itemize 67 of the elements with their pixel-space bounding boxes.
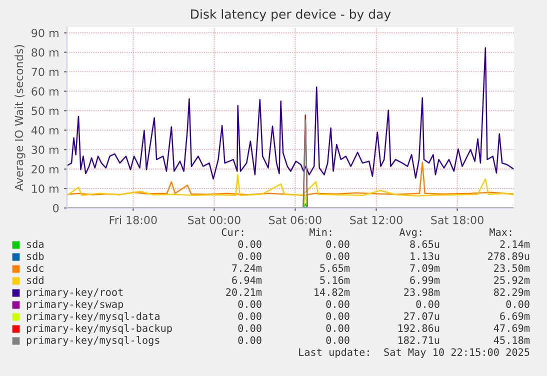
text: 0.00	[238, 300, 262, 308]
y-axis-title: Average IO Wait (seconds)	[14, 45, 26, 191]
text: 2.14m	[500, 240, 530, 248]
text: 20.21m	[226, 288, 262, 296]
y-tick-label: 40 m	[31, 126, 58, 135]
text: 6.99m	[410, 276, 440, 284]
legend-label: sdd	[27, 276, 44, 284]
x-tick-label: Sat 00:00	[188, 216, 240, 224]
legend-label: sdc	[27, 264, 44, 272]
x-tick-label: Sat 12:00	[350, 216, 402, 224]
x-tick-label: Fri 18:00	[110, 216, 157, 224]
text: 0.00	[416, 300, 440, 308]
text: 0.00	[326, 300, 350, 308]
legend-label: primary-key/mysql-data	[26, 312, 160, 322]
text: 1.13u	[410, 252, 440, 260]
text: 0.00	[506, 300, 530, 308]
legend-label: primary-key/swap	[26, 300, 124, 310]
text: 0.00	[238, 240, 262, 248]
x-tick-label: Sat 18:00	[431, 216, 484, 224]
text: 82.29m	[494, 288, 530, 296]
text: 0.00	[326, 324, 350, 332]
text: 0.00	[238, 324, 262, 332]
text: 6.94m	[232, 276, 262, 284]
text: 192.86u	[398, 324, 440, 332]
text: 27.07u	[404, 312, 440, 320]
text: 278.89u	[488, 252, 530, 260]
text: 23.50m	[494, 264, 530, 272]
chart-title: Disk latency per device - by day	[191, 9, 391, 22]
text: 8.65u	[410, 240, 440, 248]
text: 5.16m	[320, 276, 350, 284]
text: 7.24m	[232, 264, 262, 272]
x-tick-label: Sat 06:00	[269, 216, 322, 224]
y-tick-label: 0	[53, 204, 59, 212]
legend-label: primary-key/mysql-logs	[26, 336, 160, 346]
text: 0.00	[238, 252, 262, 260]
text: Max:	[490, 228, 512, 236]
text: 0.00	[326, 336, 350, 344]
text: 45.18m	[494, 336, 530, 344]
y-tick-label: 30 m	[32, 146, 58, 154]
text: 5.65m	[320, 264, 350, 272]
text: Cur:	[222, 228, 244, 236]
text: 23.98m	[404, 288, 440, 296]
y-tick-label: 70 m	[32, 68, 58, 76]
text: 0.00	[326, 252, 350, 260]
text: 182.71u	[398, 336, 440, 344]
text: 0.00	[326, 240, 350, 248]
y-tick-label: 20 m	[32, 165, 58, 174]
text: 47.69m	[494, 324, 530, 332]
text: 0.00	[326, 312, 350, 320]
y-tick-label: 80 m	[32, 48, 58, 57]
text: 0.00	[238, 336, 262, 344]
legend-label: primary-key/mysql-backup	[26, 324, 172, 334]
y-tick-label: 50 m	[32, 106, 58, 116]
text: 14.82m	[314, 288, 350, 296]
text: 7.09m	[410, 264, 440, 272]
text: Avg:	[399, 228, 422, 238]
legend-label: sdb	[27, 252, 44, 260]
text: 25.92m	[494, 276, 530, 284]
y-tick-label: 90 m	[32, 28, 58, 38]
y-tick-label: 10 m	[32, 184, 58, 193]
text: 0.00	[238, 312, 262, 320]
legend-label: sda	[27, 240, 44, 248]
legend-label: primary-key/root	[26, 288, 123, 298]
y-tick-label: 60 m	[32, 87, 58, 96]
text: 6.69m	[500, 312, 530, 320]
text: Min:	[310, 228, 332, 236]
text: Last update: Sat May 10 22:15:00 2025	[299, 348, 530, 358]
